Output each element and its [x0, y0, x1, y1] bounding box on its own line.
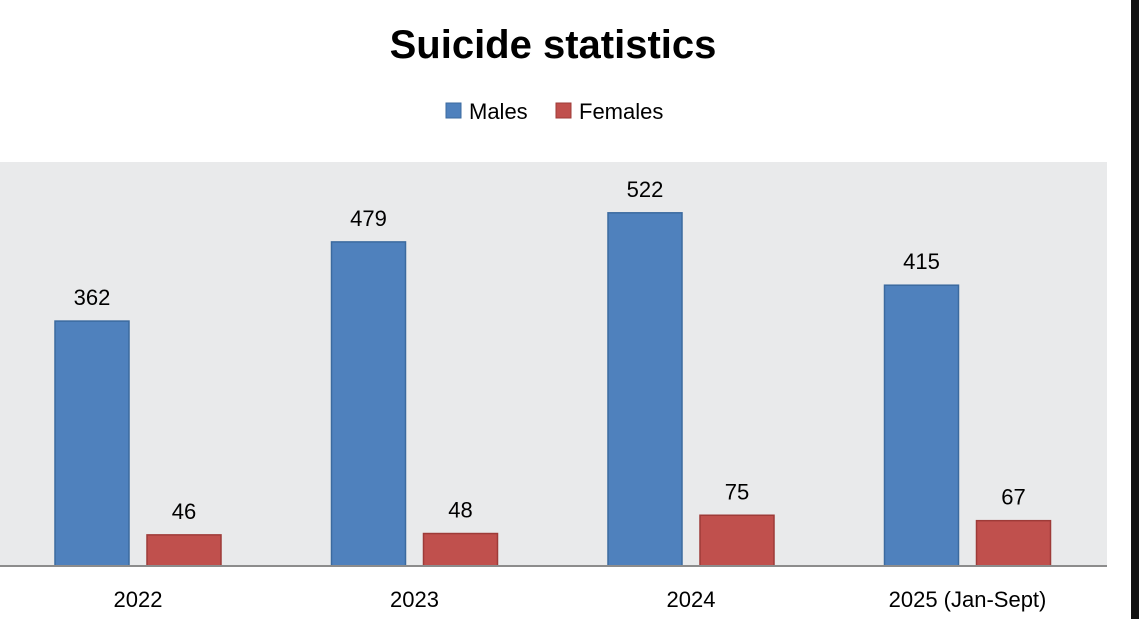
legend-label-females: Females [579, 99, 663, 124]
legend-swatch-females [555, 102, 572, 119]
data-label-males-1: 479 [350, 206, 387, 231]
category-label-2: 2024 [667, 587, 716, 612]
data-label-males-3: 415 [903, 249, 940, 274]
bar-females-3 [975, 519, 1052, 567]
bar-females-1 [422, 532, 499, 567]
data-label-males-2: 522 [627, 177, 664, 202]
category-label-3: 2025 (Jan-Sept) [889, 587, 1047, 612]
bar-females-0 [146, 534, 222, 567]
chart-title: Suicide statistics [390, 23, 717, 67]
data-label-females-2: 75 [725, 479, 749, 504]
category-label-1: 2023 [390, 587, 439, 612]
bar-females-2 [699, 514, 775, 567]
x-axis: 2022 2023 2024 2025 (Jan-Sept) [0, 565, 1107, 612]
right-border [1131, 0, 1139, 619]
data-label-females-1: 48 [448, 498, 472, 523]
bar-males-3 [883, 284, 960, 567]
data-label-females-3: 67 [1001, 485, 1025, 510]
bar-males-0 [54, 320, 130, 567]
bar-males-2 [607, 212, 683, 567]
data-label-females-0: 46 [172, 499, 196, 524]
legend-swatch-males [445, 102, 462, 119]
legend: Males Females [445, 99, 663, 124]
category-label-0: 2022 [114, 587, 163, 612]
data-label-males-0: 362 [74, 285, 111, 310]
bar-males-1 [330, 241, 407, 567]
bars-group: 362 46 479 48 522 75 415 67 [54, 177, 1052, 567]
legend-label-males: Males [469, 99, 528, 124]
